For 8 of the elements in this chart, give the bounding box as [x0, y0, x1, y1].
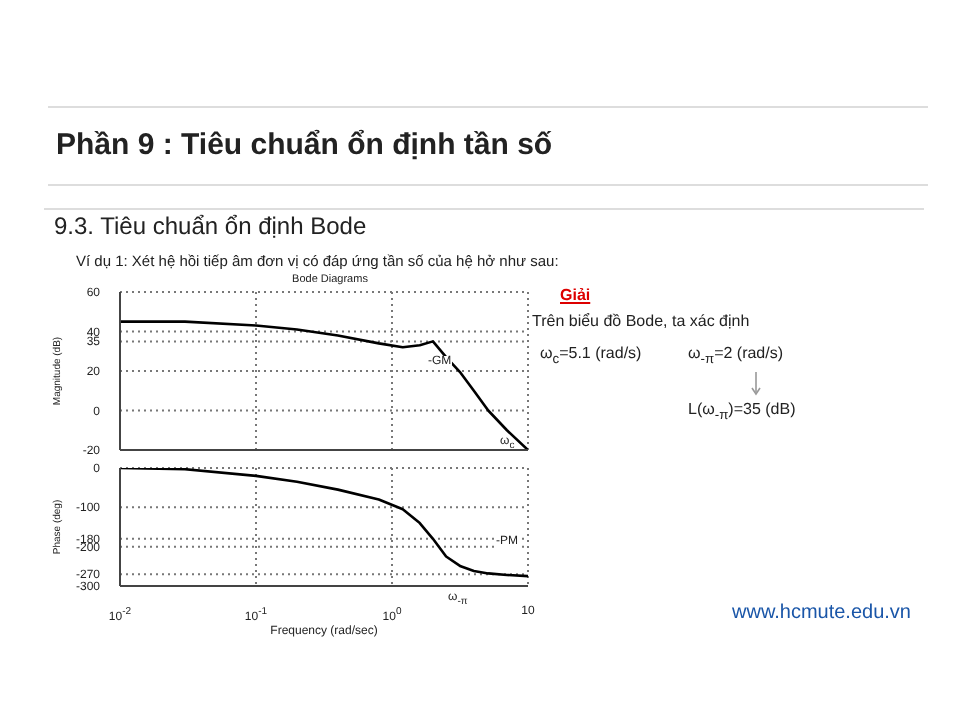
text: ω$_{-π}$=2 (rad/s) [688, 344, 784, 368]
text: www.hcmute.edu.vn [732, 602, 911, 624]
text: Phần 9 : Tiêu chuẩn ổn định tần số [56, 128, 553, 162]
text: L(ω$_{-π}$)=35 (dB) [688, 400, 796, 424]
text: 9.3. Tiêu chuẩn ổn định Bode [54, 212, 367, 240]
text: ω$_{c}$=5.1 (rad/s) [540, 344, 642, 368]
text: Trên biểu đồ Bode, ta xác định [532, 312, 750, 330]
text: Giải [560, 286, 591, 304]
